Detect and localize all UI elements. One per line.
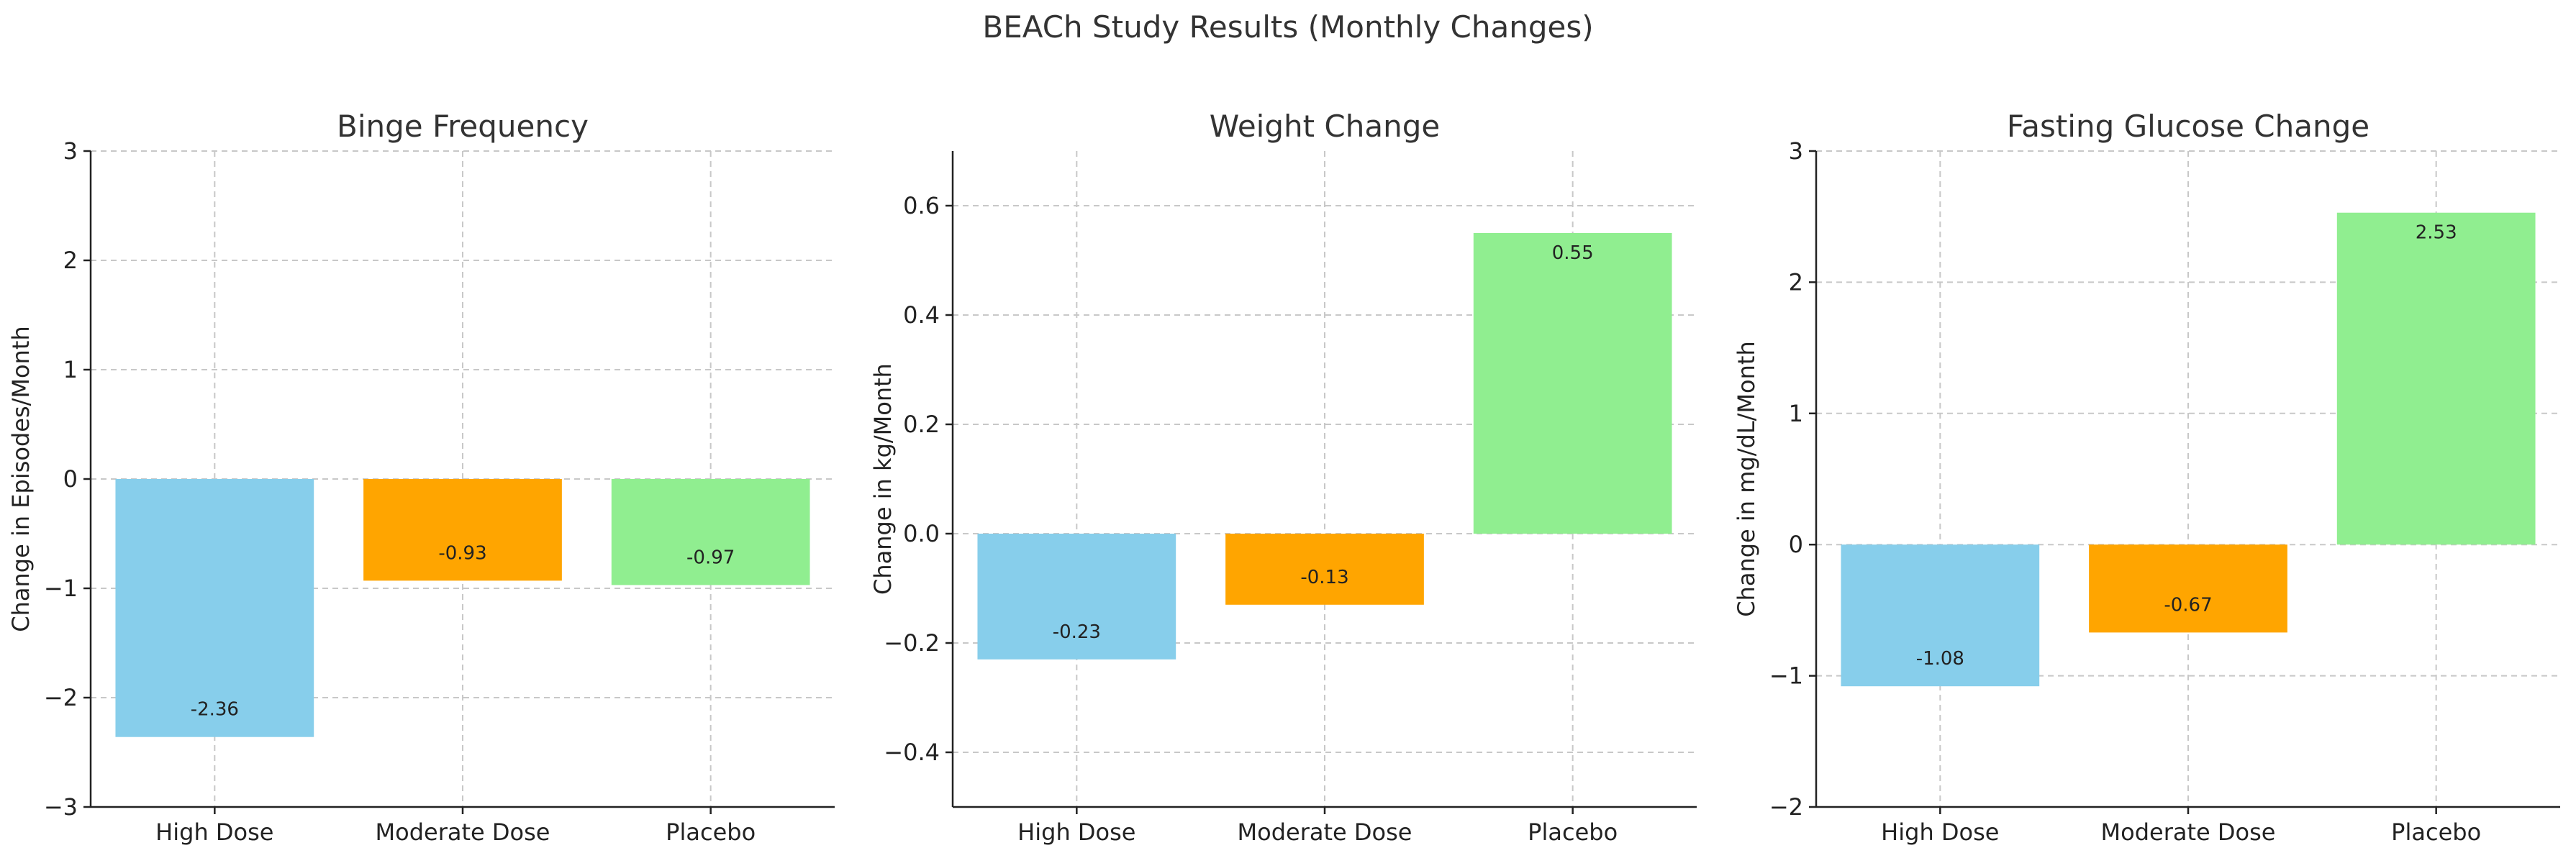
y-axis-label: Change in mg/dL/Month — [1733, 341, 1760, 617]
figure-title: BEACh Study Results (Monthly Changes) — [982, 9, 1593, 45]
y-tick-label: −3 — [44, 793, 78, 821]
chart-1: -2.36 -0.93 -0.97 −3 −2 −1 0 1 2 3 High Dose Modera… — [7, 109, 835, 846]
data-label: -0.23 — [1053, 621, 1101, 643]
chart-title: Weight Change — [1210, 109, 1440, 144]
y-tick-label: 0.4 — [903, 301, 940, 329]
y-tick-label: 0.6 — [903, 192, 940, 219]
bar-2 — [363, 479, 562, 581]
bar-2 — [2089, 544, 2287, 633]
data-label: -2.36 — [191, 699, 239, 721]
x-tick-label: Placebo — [2391, 818, 2481, 846]
chart-panels: -2.36 -0.93 -0.97 −3 −2 −1 0 1 2 3 High Dose Modera… — [7, 109, 2560, 846]
data-label: -0.67 — [2164, 594, 2212, 616]
y-tick-label: 2 — [1789, 268, 1803, 296]
y-tick-label: 3 — [63, 137, 78, 165]
y-tick-label: 2 — [63, 247, 78, 274]
y-tick-label: −1 — [1769, 662, 1803, 690]
y-tick-label: −2 — [44, 684, 78, 711]
y-tick-label: 3 — [1789, 137, 1803, 165]
y-axis-label: Change in Episodes/Month — [7, 326, 35, 631]
bar-3 — [611, 479, 810, 585]
x-tick-label: High Dose — [1881, 818, 1999, 846]
bar-1 — [977, 534, 1176, 660]
y-tick-label: 0 — [63, 465, 78, 493]
chart-title: Binge Frequency — [337, 109, 589, 144]
data-label: 2.53 — [2416, 222, 2457, 244]
data-label: -0.97 — [686, 547, 735, 568]
chart-2: -0.23 -0.13 0.55 −0.4 −0.2 0.0 0.2 0.4 0.6 High D… — [869, 109, 1697, 846]
x-tick-label: Placebo — [1528, 818, 1618, 846]
data-label: 0.55 — [1552, 242, 1594, 264]
y-tick-label: −0.2 — [884, 629, 940, 657]
y-tick-label: 0.2 — [903, 411, 940, 438]
data-label: -0.13 — [1300, 567, 1348, 588]
y-tick-label: −1 — [44, 575, 78, 602]
bar-1 — [1841, 544, 2040, 687]
y-tick-label: 1 — [1789, 400, 1803, 427]
bar-1 — [115, 479, 314, 737]
y-tick-label: 1 — [63, 356, 78, 383]
x-tick-label: High Dose — [155, 818, 273, 846]
data-label: -0.93 — [438, 542, 486, 564]
y-tick-label: −0.4 — [884, 739, 940, 766]
bar-2 — [1225, 534, 1424, 605]
x-tick-label: High Dose — [1017, 818, 1135, 846]
y-tick-label: 0.0 — [903, 520, 940, 547]
y-tick-label: 0 — [1789, 531, 1803, 558]
x-tick-label: Moderate Dose — [1238, 818, 1412, 846]
chart-3: -1.08 -0.67 2.53 −2 −1 0 1 2 3 High Dose Moderate … — [1733, 109, 2560, 846]
bar-3 — [1473, 233, 1672, 534]
x-tick-label: Moderate Dose — [376, 818, 550, 846]
data-label: -1.08 — [1916, 648, 1964, 670]
bar-3 — [2336, 212, 2536, 545]
x-tick-label: Placebo — [666, 818, 756, 846]
chart-title: Fasting Glucose Change — [2007, 109, 2369, 144]
y-tick-label: −2 — [1769, 793, 1803, 821]
y-axis-label: Change in kg/Month — [869, 363, 897, 595]
x-tick-label: Moderate Dose — [2101, 818, 2276, 846]
